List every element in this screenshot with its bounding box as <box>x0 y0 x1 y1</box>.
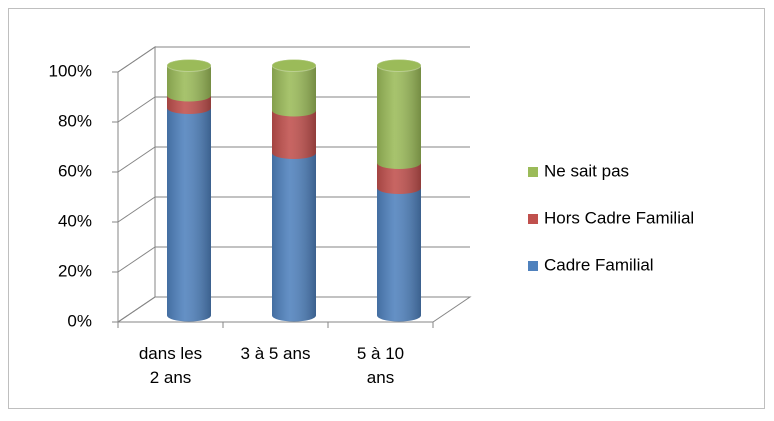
legend-swatch <box>528 214 538 224</box>
bar-top <box>166 59 212 72</box>
grid-line <box>117 96 470 123</box>
y-tick-label: 40% <box>58 211 92 230</box>
y-tick-label: 0% <box>67 311 92 330</box>
bar-top <box>376 59 422 72</box>
bar-shade <box>167 102 211 322</box>
x-tick-label: 3 à 5 ans <box>240 344 311 363</box>
bar-shade <box>272 147 316 322</box>
grid-line <box>117 146 470 173</box>
legend-label: Cadre Familial <box>544 255 654 274</box>
grid-line <box>117 196 470 223</box>
x-tick-label: dans les 2 ans <box>138 344 203 387</box>
bar-top <box>271 59 317 72</box>
legend-swatch <box>528 167 538 177</box>
bar-shade <box>272 59 316 117</box>
grid-line <box>117 246 470 273</box>
legend-swatch <box>528 261 538 271</box>
y-tick-label: 20% <box>58 261 92 280</box>
x-tick-label: 5 à 10 ans <box>356 344 405 387</box>
grid-line <box>117 46 470 73</box>
bar-shade <box>272 104 316 159</box>
legend-label: Ne sait pas <box>544 161 629 180</box>
grid-line <box>117 296 470 323</box>
legend-label: Hors Cadre Familial <box>544 208 694 227</box>
y-tick-label: 100% <box>49 61 92 80</box>
y-tick-label: 80% <box>58 111 92 130</box>
y-tick-label: 60% <box>58 161 92 180</box>
bar-shade <box>377 182 421 322</box>
bar-shade <box>377 59 421 169</box>
